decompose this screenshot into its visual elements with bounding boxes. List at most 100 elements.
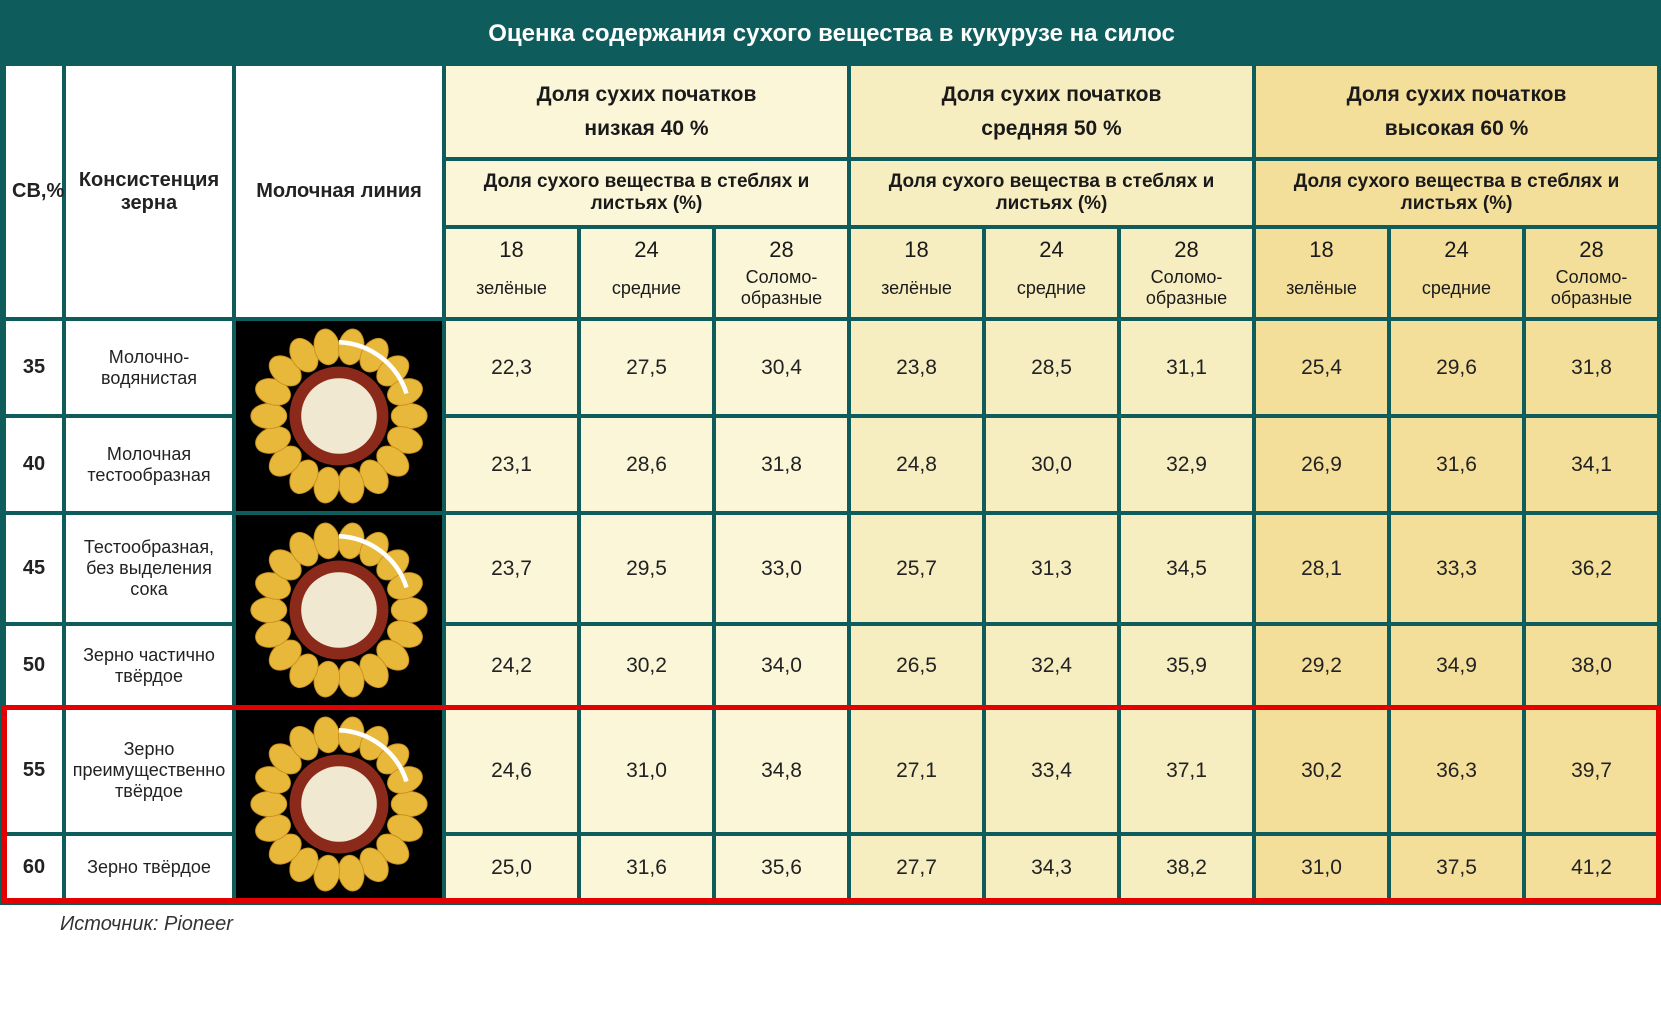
data-cell: 24,2 bbox=[444, 624, 579, 707]
colt: Соломо-образные bbox=[714, 265, 849, 319]
data-cell: 33,4 bbox=[984, 707, 1119, 834]
data-cell: 31,6 bbox=[1389, 416, 1524, 513]
consist-cell: Тестообразная, без выделения сока bbox=[64, 513, 234, 624]
cob-image-cell bbox=[234, 319, 444, 513]
share-label: Доля сухих початков bbox=[537, 83, 757, 106]
table-title: Оценка содержания сухого вещества в куку… bbox=[4, 4, 1659, 64]
data-cell: 31,8 bbox=[1524, 319, 1659, 416]
data-cell: 28,1 bbox=[1254, 513, 1389, 624]
data-cell: 26,9 bbox=[1254, 416, 1389, 513]
share-label: Доля сухих початков bbox=[942, 83, 1162, 106]
data-cell: 24,6 bbox=[444, 707, 579, 834]
data-cell: 35,9 bbox=[1119, 624, 1254, 707]
share-mid: средняя 50 % bbox=[981, 117, 1121, 140]
coln: 28 bbox=[714, 227, 849, 265]
consist-cell: Зерно преимущественно твёрдое bbox=[64, 707, 234, 834]
data-cell: 26,5 bbox=[849, 624, 984, 707]
data-cell: 27,7 bbox=[849, 834, 984, 901]
data-cell: 41,2 bbox=[1524, 834, 1659, 901]
source-citation: Источник: Pioneer bbox=[0, 905, 1661, 944]
data-cell: 23,8 bbox=[849, 319, 984, 416]
coln: 28 bbox=[1524, 227, 1659, 265]
data-cell: 36,3 bbox=[1389, 707, 1524, 834]
sv-cell: 40 bbox=[4, 416, 64, 513]
data-cell: 24,8 bbox=[849, 416, 984, 513]
data-cell: 25,4 bbox=[1254, 319, 1389, 416]
data-cell: 34,1 bbox=[1524, 416, 1659, 513]
data-cell: 34,8 bbox=[714, 707, 849, 834]
data-cell: 31,0 bbox=[579, 707, 714, 834]
table-row: 35 Молочно-водянистая 22,3 27,5 30,4 23,… bbox=[4, 319, 1659, 416]
data-cell: 29,5 bbox=[579, 513, 714, 624]
data-cell: 32,4 bbox=[984, 624, 1119, 707]
section-mid: Доля сухих початков средняя 50 % bbox=[849, 64, 1254, 159]
section-low: Доля сухих початков низкая 40 % bbox=[444, 64, 849, 159]
coln: 24 bbox=[1389, 227, 1524, 265]
data-cell: 30,2 bbox=[579, 624, 714, 707]
colt: Соломо-образные bbox=[1119, 265, 1254, 319]
data-cell: 30,4 bbox=[714, 319, 849, 416]
data-cell: 37,5 bbox=[1389, 834, 1524, 901]
data-cell: 32,9 bbox=[1119, 416, 1254, 513]
consist-cell: Молочно-водянистая bbox=[64, 319, 234, 416]
data-cell: 34,5 bbox=[1119, 513, 1254, 624]
data-cell: 25,7 bbox=[849, 513, 984, 624]
sub-high: Доля сухого вещества в стеблях и листьях… bbox=[1254, 159, 1659, 227]
coln: 24 bbox=[984, 227, 1119, 265]
data-cell: 30,2 bbox=[1254, 707, 1389, 834]
data-cell: 31,1 bbox=[1119, 319, 1254, 416]
data-cell: 29,6 bbox=[1389, 319, 1524, 416]
colt: зелёные bbox=[849, 265, 984, 319]
share-low: низкая 40 % bbox=[584, 117, 708, 140]
data-cell: 31,3 bbox=[984, 513, 1119, 624]
data-cell: 34,0 bbox=[714, 624, 849, 707]
share-high: высокая 60 % bbox=[1385, 117, 1529, 140]
data-cell: 29,2 bbox=[1254, 624, 1389, 707]
table-wrapper: Оценка содержания сухого вещества в куку… bbox=[0, 0, 1661, 905]
data-cell: 27,5 bbox=[579, 319, 714, 416]
data-cell: 28,6 bbox=[579, 416, 714, 513]
colt: средние bbox=[579, 265, 714, 319]
data-cell: 34,9 bbox=[1389, 624, 1524, 707]
colt: зелёные bbox=[1254, 265, 1389, 319]
data-cell: 39,7 bbox=[1524, 707, 1659, 834]
corn-cob-icon bbox=[236, 321, 442, 511]
sv-cell: 45 bbox=[4, 513, 64, 624]
data-cell: 25,0 bbox=[444, 834, 579, 901]
corn-cob-icon bbox=[236, 709, 442, 899]
section-high: Доля сухих початков высокая 60 % bbox=[1254, 64, 1659, 159]
sv-cell: 35 bbox=[4, 319, 64, 416]
data-cell: 36,2 bbox=[1524, 513, 1659, 624]
consist-cell: Молочная тестообразная bbox=[64, 416, 234, 513]
colt: зелёные bbox=[444, 265, 579, 319]
coln: 18 bbox=[444, 227, 579, 265]
section-row: СВ,% Консистенция зерна Молочная линия Д… bbox=[4, 64, 1659, 159]
cob-image-cell bbox=[234, 513, 444, 707]
title-row: Оценка содержания сухого вещества в куку… bbox=[4, 4, 1659, 64]
coln: 24 bbox=[579, 227, 714, 265]
consist-cell: Зерно частично твёрдое bbox=[64, 624, 234, 707]
data-cell: 28,5 bbox=[984, 319, 1119, 416]
data-cell: 35,6 bbox=[714, 834, 849, 901]
colt: Соломо-образные bbox=[1524, 265, 1659, 319]
coln: 18 bbox=[849, 227, 984, 265]
header-consist: Консистенция зерна bbox=[64, 64, 234, 319]
data-cell: 23,7 bbox=[444, 513, 579, 624]
data-cell: 34,3 bbox=[984, 834, 1119, 901]
data-cell: 31,8 bbox=[714, 416, 849, 513]
share-label: Доля сухих початков bbox=[1347, 83, 1567, 106]
data-cell: 31,0 bbox=[1254, 834, 1389, 901]
coln: 28 bbox=[1119, 227, 1254, 265]
data-cell: 37,1 bbox=[1119, 707, 1254, 834]
coln: 18 bbox=[1254, 227, 1389, 265]
table-container: Оценка содержания сухого вещества в куку… bbox=[4, 4, 1657, 901]
data-cell: 33,0 bbox=[714, 513, 849, 624]
data-cell: 38,2 bbox=[1119, 834, 1254, 901]
cob-image-cell bbox=[234, 707, 444, 901]
data-cell: 33,3 bbox=[1389, 513, 1524, 624]
data-cell: 22,3 bbox=[444, 319, 579, 416]
sv-cell: 55 bbox=[4, 707, 64, 834]
sv-cell: 50 bbox=[4, 624, 64, 707]
data-cell: 23,1 bbox=[444, 416, 579, 513]
sub-mid: Доля сухого вещества в стеблях и листьях… bbox=[849, 159, 1254, 227]
